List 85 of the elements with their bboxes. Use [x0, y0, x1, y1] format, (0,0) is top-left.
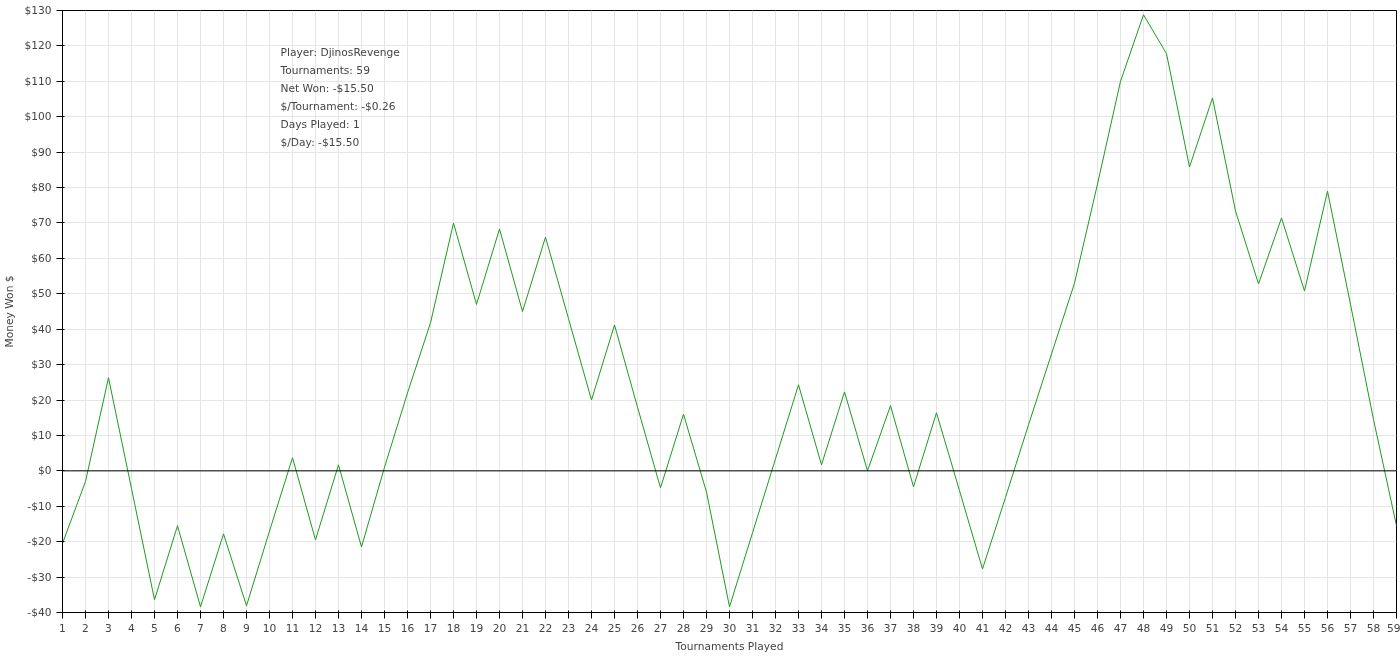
- x-tick-label: 8: [220, 621, 228, 635]
- annotation: Days Played: 1: [280, 118, 360, 131]
- x-tick-label: 46: [1090, 621, 1105, 635]
- x-tick-label: 24: [584, 621, 599, 635]
- y-tick-label: $130: [24, 4, 52, 17]
- x-tick-label: 9: [243, 621, 251, 635]
- x-tick-label: 58: [1366, 621, 1381, 635]
- y-tick-label: $70: [31, 216, 52, 230]
- x-tick-label: 15: [377, 621, 392, 635]
- annotation: Tournaments: 59: [279, 64, 371, 77]
- x-tick-label: 19: [469, 621, 484, 635]
- x-tick-label: 53: [1251, 621, 1266, 635]
- x-tick-label: 16: [400, 621, 415, 635]
- x-tick-label: 7: [197, 621, 204, 635]
- x-tick-label: 42: [998, 621, 1013, 635]
- y-tick-label: $40: [31, 322, 52, 336]
- x-tick-label: 45: [1067, 621, 1082, 635]
- x-tick-label: 21: [515, 621, 530, 635]
- x-tick-label: 11: [285, 621, 300, 635]
- y-tick-label: $110: [24, 74, 52, 88]
- x-tick-label: 33: [791, 621, 806, 635]
- x-tick-label: 50: [1182, 621, 1197, 635]
- x-tick-label: 28: [676, 621, 691, 635]
- x-tick-label: 44: [1044, 621, 1059, 635]
- y-tick-label: $120: [24, 39, 52, 53]
- x-tick-label: 4: [128, 621, 136, 635]
- x-tick-label: 1: [59, 621, 66, 635]
- x-tick-label: 13: [331, 621, 346, 635]
- x-tick-label: 2: [82, 621, 89, 635]
- x-tick-label: 56: [1320, 621, 1335, 635]
- x-tick-label: 57: [1343, 621, 1358, 635]
- x-tick-label: 38: [906, 621, 921, 635]
- x-tick-label: 23: [561, 621, 576, 635]
- x-tick-label: 48: [1136, 621, 1151, 635]
- x-tick-label: 34: [814, 621, 829, 635]
- x-tick-label: 40: [952, 621, 967, 635]
- x-tick-label: 41: [975, 621, 990, 635]
- x-tick-label: 20: [492, 621, 507, 635]
- y-tick-label: -$20: [27, 535, 52, 549]
- y-tick-label: $0: [37, 464, 52, 478]
- annotation: Net Won: -$15.50: [280, 82, 375, 95]
- x-tick-label: 43: [1021, 621, 1036, 635]
- y-axis-title: Money Won $: [3, 275, 17, 348]
- x-tick-label: 6: [174, 621, 182, 635]
- x-tick-label: 17: [423, 621, 438, 635]
- x-tick-label: 10: [262, 621, 277, 635]
- x-tick-label: 59: [1386, 621, 1400, 635]
- x-tick-label: 51: [1205, 621, 1220, 635]
- y-tick-label: $30: [31, 358, 52, 372]
- x-tick-label: 39: [929, 621, 944, 635]
- annotation: $/Tournament: -$0.26: [280, 100, 396, 113]
- y-tick-label: -$30: [27, 570, 52, 584]
- y-tick-label: $50: [31, 287, 52, 301]
- y-tick-label: $20: [31, 393, 52, 407]
- x-tick-label: 32: [768, 621, 783, 635]
- x-tick-label: 25: [607, 621, 622, 635]
- x-tick-label: 55: [1297, 621, 1312, 635]
- x-tick-label: 29: [699, 621, 714, 635]
- x-tick-label: 37: [883, 621, 898, 635]
- y-tick-label: -$10: [27, 499, 52, 513]
- x-tick-label: 12: [308, 621, 323, 635]
- y-tick-label: $100: [24, 110, 52, 124]
- x-tick-label: 36: [860, 621, 875, 635]
- x-tick-label: 35: [837, 621, 852, 635]
- x-axis-title: Tournaments Played: [674, 639, 784, 653]
- y-tick-label: $10: [31, 428, 52, 442]
- x-tick-label: 54: [1274, 621, 1289, 635]
- x-tick-label: 31: [745, 621, 760, 635]
- x-tick-label: 26: [630, 621, 645, 635]
- y-tick-label: -$40: [27, 606, 52, 619]
- x-tick-label: 3: [105, 621, 112, 635]
- x-tick-label: 30: [722, 621, 737, 635]
- annotation: Player: DjinosRevenge: [280, 46, 400, 59]
- y-tick-label: $90: [31, 145, 52, 159]
- x-tick-label: 18: [446, 621, 461, 635]
- x-tick-label: 52: [1228, 621, 1243, 635]
- x-tick-label: 14: [354, 621, 369, 635]
- y-tick-label: $60: [31, 251, 52, 265]
- annotation: $/Day: -$15.50: [280, 136, 360, 149]
- x-tick-label: 47: [1113, 621, 1128, 635]
- x-tick-label: 27: [653, 621, 668, 635]
- x-tick-label: 22: [538, 621, 553, 635]
- x-tick-label: 5: [151, 621, 158, 635]
- x-tick-label: 49: [1159, 621, 1174, 635]
- y-tick-label: $80: [31, 181, 52, 195]
